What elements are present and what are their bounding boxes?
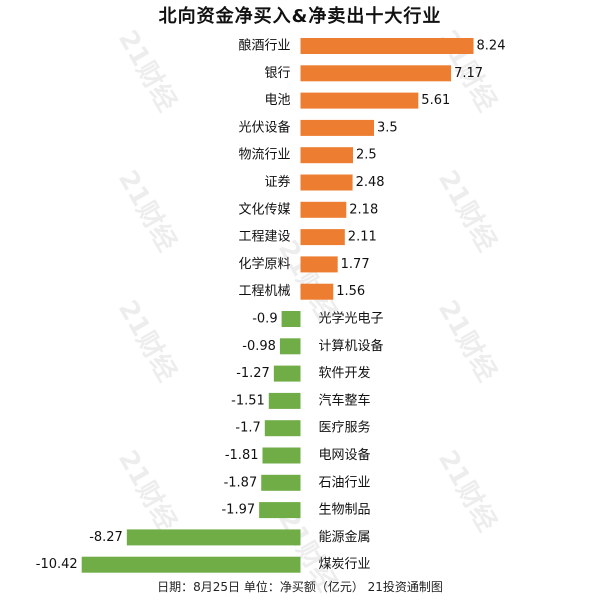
bar-9 (300, 283, 334, 300)
bar-2 (300, 92, 419, 109)
bar-3 (300, 119, 374, 136)
value-label: 2.48 (356, 175, 385, 190)
bar-19 (81, 556, 301, 573)
watermark: 21财经 (432, 165, 503, 257)
watermark: 21财经 (112, 295, 183, 387)
value-label: 8.24 (477, 39, 506, 54)
bar-11 (279, 338, 301, 355)
category-label: 光学光电子 (319, 311, 384, 327)
value-label: -0.98 (242, 339, 276, 354)
category-label: 计算机设备 (319, 338, 384, 354)
bars-layer (81, 38, 474, 573)
value-label: 7.17 (454, 66, 483, 81)
watermark: 21财经 (112, 445, 183, 537)
bar-1 (300, 65, 452, 82)
category-label: 化学原料 (238, 256, 290, 272)
value-label: -1.81 (225, 448, 259, 463)
category-label: 工程建设 (238, 230, 290, 245)
value-label: -1.87 (224, 475, 258, 490)
watermark: 21财经 (112, 165, 183, 257)
value-label: -1.51 (231, 393, 265, 408)
bar-0 (300, 38, 474, 54)
bar-14 (264, 420, 301, 437)
value-label: -8.27 (89, 530, 123, 545)
bar-15 (262, 447, 301, 464)
value-label: 3.5 (377, 120, 398, 135)
category-label: 能源金属 (319, 529, 371, 545)
category-label: 生物制品 (319, 503, 371, 518)
value-label: -0.9 (252, 312, 277, 327)
value-label: 1.77 (341, 257, 370, 272)
bar-7 (300, 229, 345, 246)
value-label: 5.61 (421, 93, 450, 108)
value-label: 2.5 (356, 148, 377, 163)
value-label: -1.97 (221, 503, 255, 518)
chart-title: 北向资金净买入&净卖出十大行业 (158, 6, 442, 27)
value-label: 2.11 (348, 230, 377, 245)
category-label: 银行 (264, 66, 290, 81)
category-label: 医疗服务 (319, 420, 371, 436)
category-label: 电池 (264, 93, 290, 108)
value-label: 1.56 (336, 284, 365, 299)
value-label: -10.42 (36, 557, 78, 572)
category-label: 石油行业 (319, 475, 371, 490)
category-label: 软件开发 (319, 365, 371, 381)
value-label: -1.27 (236, 366, 270, 381)
bar-13 (268, 392, 301, 409)
value-label: -1.7 (235, 421, 260, 436)
bar-5 (300, 174, 353, 191)
category-label: 煤炭行业 (319, 557, 371, 572)
bar-6 (300, 201, 347, 218)
watermark: 21财经 (432, 445, 503, 537)
bar-18 (126, 529, 301, 546)
bar-12 (273, 365, 301, 382)
category-label: 物流行业 (238, 148, 290, 163)
value-label: 2.18 (349, 202, 378, 217)
category-label: 汽车整车 (319, 392, 371, 408)
category-label: 电网设备 (319, 447, 371, 463)
category-label: 酿酒行业 (238, 38, 290, 54)
category-label: 光伏设备 (238, 119, 290, 135)
category-label: 工程机械 (238, 284, 290, 299)
watermark: 21财经 (112, 25, 183, 117)
bar-17 (259, 502, 301, 519)
chart-footer: 日期：8月25日 单位：净买额（亿元） 21投资通制图 (157, 580, 443, 594)
labels-layer: 8.24 酿酒行业 7.17 银行 5.61 电池 3.5 光伏设备 2.5 物流行业 2.48 证券… (36, 38, 506, 573)
category-label: 文化传媒 (238, 202, 290, 217)
bar-8 (300, 256, 338, 273)
bar-10 (281, 311, 301, 327)
category-label: 证券 (264, 174, 290, 190)
watermark: 21财经 (432, 295, 503, 387)
bar-4 (300, 147, 353, 164)
bar-16 (261, 474, 301, 491)
